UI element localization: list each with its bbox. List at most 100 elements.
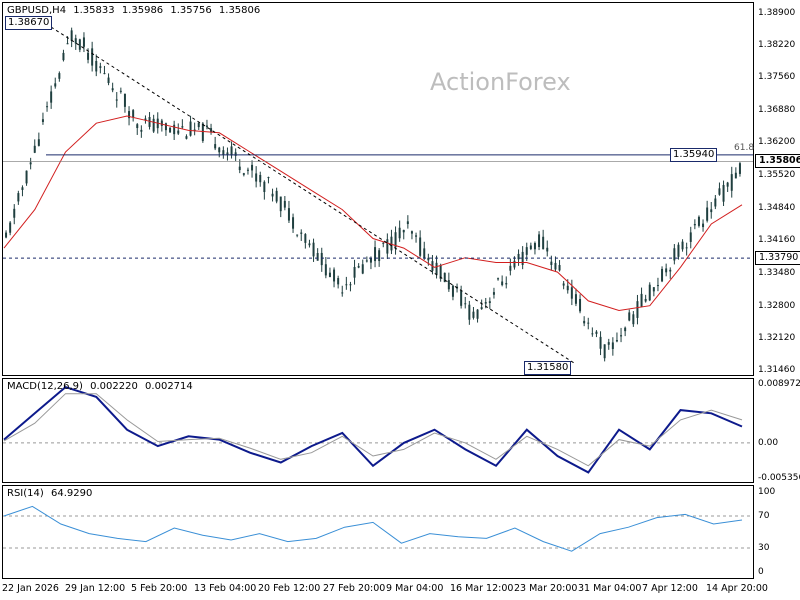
candle-body bbox=[566, 285, 569, 291]
macd-axis-label: 0.00 bbox=[758, 437, 779, 448]
candle-body bbox=[669, 269, 672, 272]
candle-body bbox=[201, 123, 204, 141]
candle-body bbox=[390, 236, 393, 251]
candle-body bbox=[628, 312, 631, 321]
candle-body bbox=[353, 266, 356, 278]
candle-body bbox=[620, 335, 623, 337]
candle-body bbox=[685, 247, 688, 249]
candle-body bbox=[410, 231, 413, 234]
candle-body bbox=[644, 298, 647, 302]
candle-body bbox=[74, 38, 77, 44]
candle-body bbox=[287, 208, 290, 221]
low-annotation: 1.31580 bbox=[524, 361, 572, 375]
candle-body bbox=[234, 152, 237, 156]
candle-body bbox=[238, 166, 241, 171]
candle-body bbox=[652, 287, 655, 292]
candle-body bbox=[611, 342, 614, 350]
candle-body bbox=[550, 261, 553, 265]
candle-body bbox=[587, 322, 590, 324]
candle-body bbox=[488, 301, 491, 303]
candle-body bbox=[505, 283, 508, 285]
ohlc-high: 1.35986 bbox=[121, 5, 164, 16]
candle-body bbox=[197, 122, 200, 128]
candle-body bbox=[427, 257, 430, 261]
time-axis-label: 22 Jan 2026 bbox=[2, 583, 59, 594]
candle-body bbox=[439, 265, 442, 279]
candle-body bbox=[222, 150, 225, 155]
candle-body bbox=[185, 136, 188, 139]
candle-body bbox=[17, 193, 20, 202]
candle-body bbox=[21, 187, 24, 190]
time-axis-label: 7 Apr 12:00 bbox=[642, 583, 698, 594]
candle-body bbox=[312, 242, 315, 257]
candle-body bbox=[29, 162, 32, 165]
candle-body bbox=[123, 93, 126, 107]
rsi-label: RSI(14) bbox=[7, 488, 44, 499]
candle-body bbox=[169, 127, 172, 133]
candle-body bbox=[738, 163, 741, 174]
candle-body bbox=[164, 123, 167, 131]
candle-body bbox=[230, 146, 233, 156]
candle-body bbox=[13, 208, 16, 218]
candle-body bbox=[361, 264, 364, 274]
price-axis-label: 1.34160 bbox=[758, 235, 796, 246]
candle-body bbox=[91, 48, 94, 66]
candle-body bbox=[718, 188, 721, 195]
candle-body bbox=[677, 244, 680, 257]
candle-body bbox=[722, 184, 725, 202]
candle-body bbox=[624, 327, 627, 332]
candle-body bbox=[111, 88, 114, 91]
current-price-box: 1.35806 bbox=[755, 154, 800, 168]
candle-body bbox=[320, 252, 323, 266]
candle-body bbox=[697, 216, 700, 226]
candle-body bbox=[640, 293, 643, 307]
price-panel[interactable]: GBPUSD,H4 1.35833 1.35986 1.35756 1.3580… bbox=[2, 2, 754, 376]
candle-body bbox=[128, 111, 131, 119]
candle-body bbox=[726, 182, 729, 187]
ohlc-low: 1.35756 bbox=[170, 5, 212, 16]
candle-body bbox=[648, 284, 651, 301]
candle-body bbox=[328, 272, 331, 278]
candle-body bbox=[58, 73, 61, 79]
candle-body bbox=[706, 207, 709, 221]
time-axis-label: 29 Jan 12:00 bbox=[65, 583, 126, 594]
candle-body bbox=[193, 129, 196, 131]
candle-body bbox=[292, 217, 295, 229]
candle-body bbox=[570, 287, 573, 299]
rsi-panel[interactable]: RSI(14) 64.9290 bbox=[2, 485, 754, 579]
candle-body bbox=[710, 209, 713, 213]
candle-body bbox=[402, 229, 405, 233]
candle-body bbox=[689, 232, 692, 242]
candle-body bbox=[468, 304, 471, 320]
candle-body bbox=[476, 309, 479, 319]
ohlc-open: 1.35833 bbox=[73, 5, 115, 16]
moving-average-line bbox=[3, 115, 743, 312]
time-axis-label: 5 Feb 20:00 bbox=[131, 583, 188, 594]
candle-body bbox=[419, 237, 422, 256]
rsi-line bbox=[3, 505, 743, 552]
price-axis-label: 1.36880 bbox=[758, 104, 796, 115]
candle-body bbox=[95, 60, 98, 72]
rsi-panel-title: RSI(14) 64.9290 bbox=[7, 488, 96, 499]
rsi-axis-label: 30 bbox=[758, 543, 770, 553]
price-axis-label: 1.34840 bbox=[758, 202, 796, 213]
candle-body bbox=[189, 121, 192, 136]
candle-body bbox=[349, 284, 352, 286]
candle-body bbox=[181, 126, 184, 128]
candle-body bbox=[632, 314, 635, 325]
candle-body bbox=[263, 181, 266, 193]
rsi-axis-label: 70 bbox=[758, 511, 770, 521]
candle-body bbox=[365, 260, 368, 262]
candle-body bbox=[607, 342, 610, 345]
price-axis-label: 1.33480 bbox=[758, 268, 796, 279]
candle-body bbox=[37, 139, 40, 146]
candle-body bbox=[521, 251, 524, 265]
candle-body bbox=[255, 173, 258, 182]
candle-body bbox=[443, 272, 446, 283]
support-price-box: 1.33790 bbox=[755, 251, 800, 265]
candle-body bbox=[406, 221, 409, 225]
candle-body bbox=[533, 243, 536, 250]
candle-body bbox=[54, 83, 57, 87]
candle-body bbox=[636, 301, 639, 318]
macd-value-1: 0.002220 bbox=[90, 381, 138, 392]
